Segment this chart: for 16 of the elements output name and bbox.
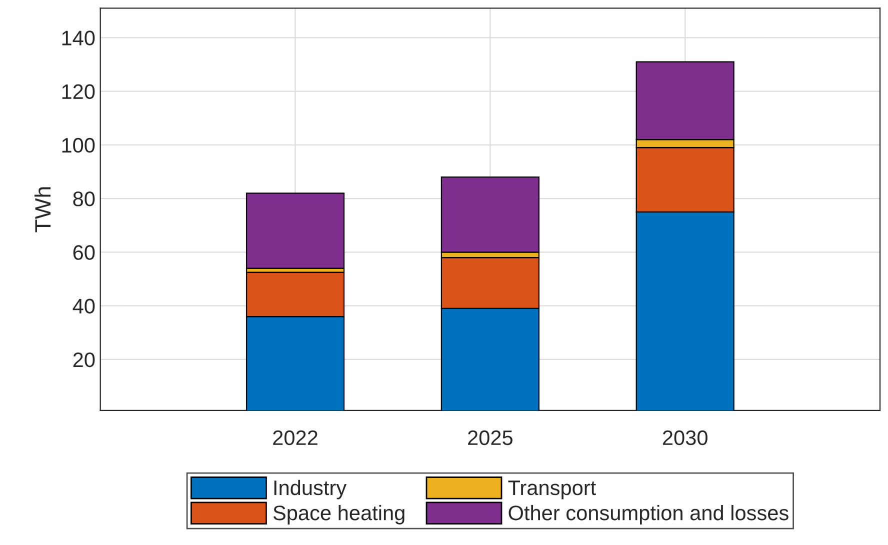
x-tick-label: 2025 [468, 430, 512, 446]
y-tick-label: 80 [73, 192, 95, 206]
y-tick-label: 140 [62, 30, 95, 46]
legend-label: Industry [274, 480, 347, 500]
legend-label: Space heating [273, 505, 404, 524]
y-tick-label: 100 [62, 138, 95, 153]
legend-label: Other consumption and losses [508, 505, 788, 524]
legend-label: Transport [508, 480, 596, 500]
y-tick-label: 20 [73, 352, 95, 368]
y-tick-label: 120 [62, 84, 95, 100]
y-axis-title: TWh [34, 187, 51, 232]
x-tick-label: 2030 [662, 430, 708, 446]
bar [246, 192, 345, 269]
x-tick-label: 2022 [273, 430, 318, 446]
y-tick-label: 60 [73, 245, 95, 260]
y-tick-label: 40 [72, 298, 95, 314]
